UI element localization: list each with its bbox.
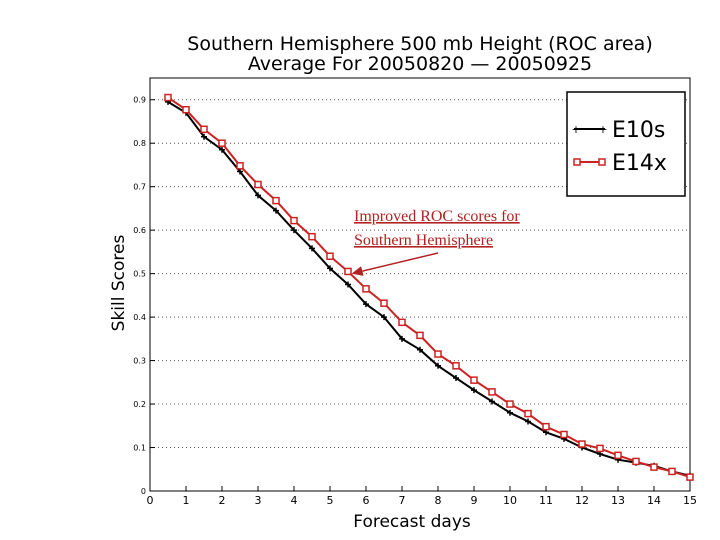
data-point-e14x	[380, 299, 388, 307]
legend-marker-e14x-end	[598, 158, 606, 166]
legend-marker-e10s: +	[571, 123, 580, 136]
data-point-e10s	[489, 398, 495, 405]
data-point-e10s	[381, 314, 387, 321]
data-point-e10s	[273, 207, 279, 214]
data-point-e14x	[524, 409, 532, 418]
y-tick-label: 0.9	[133, 96, 146, 105]
x-tick-label: 12	[575, 494, 589, 507]
data-point-e10s	[345, 281, 351, 288]
data-point-e14x	[470, 376, 478, 384]
data-point-e14x	[164, 93, 172, 102]
y-tick-label: 0.4	[133, 313, 146, 322]
data-point-e10s	[327, 265, 333, 272]
axis-ticks: 00.10.20.30.40.50.60.70.80.90 1 2 3 4 5 6 7 8 9 10…	[133, 96, 697, 507]
x-tick-label: 4	[291, 494, 298, 507]
data-point-e14x	[614, 451, 622, 460]
data-point-e14x	[542, 422, 550, 431]
data-point-e10s	[525, 418, 531, 425]
data-point-e10s	[471, 387, 477, 394]
x-tick-label: 9	[471, 494, 478, 507]
data-point-e14x	[182, 105, 190, 114]
data-point-e14x	[578, 440, 586, 448]
data-point-e10s	[309, 245, 315, 252]
x-tick-label: 7	[399, 494, 406, 507]
x-tick-label: 10	[503, 494, 517, 507]
y-tick-label: 0.2	[133, 400, 146, 409]
data-point-e14x	[200, 125, 208, 134]
data-point-e14x	[218, 139, 226, 147]
data-point-e10s	[417, 346, 423, 353]
data-point-e14x	[686, 473, 694, 481]
x-tick-label: 11	[539, 494, 553, 507]
annotation-line-1: Improved ROC scores for	[354, 208, 520, 225]
data-point-e14x	[254, 180, 262, 189]
data-point-e14x	[362, 285, 370, 293]
x-tick-label: 13	[611, 494, 625, 507]
annotation-line-2: Southern Hemisphere	[354, 232, 493, 249]
y-tick-label: 0.6	[133, 226, 146, 235]
data-point-e10s	[219, 146, 225, 153]
x-tick-label: 15	[683, 494, 697, 507]
data-point-e14x	[650, 463, 658, 471]
data-point-e14x	[560, 430, 568, 439]
y-tick-label: 0.8	[133, 139, 146, 148]
plot-frame	[149, 77, 691, 492]
data-point-e14x	[416, 331, 424, 340]
data-point-e10s	[507, 409, 513, 416]
data-point-e14x	[272, 196, 280, 205]
data-point-e14x	[308, 232, 316, 241]
series-line-e10s	[167, 101, 691, 477]
data-point-e10s	[399, 335, 405, 342]
data-point-e14x	[398, 318, 406, 327]
x-tick-label: 14	[647, 494, 661, 507]
y-tick-label: 0.5	[133, 270, 146, 279]
legend-label-e14x: E14x	[612, 151, 667, 176]
x-tick-label: 6	[363, 494, 370, 507]
data-point-e14x	[668, 467, 676, 476]
data-point-e10s	[291, 227, 297, 234]
legend: + + E10s E14x	[566, 91, 686, 197]
data-point-e10s	[255, 192, 261, 199]
series-layer	[164, 93, 694, 481]
data-point-e14x	[290, 216, 298, 225]
data-point-e14x	[326, 252, 334, 260]
data-point-e10s	[435, 362, 441, 369]
y-tick-label: 0.7	[133, 183, 146, 192]
x-tick-label: 0	[147, 494, 154, 507]
data-point-e10s	[363, 301, 369, 308]
y-tick-label: 0.3	[133, 357, 146, 366]
annotation-arrow	[362, 252, 439, 272]
data-point-e14x	[632, 457, 640, 466]
annotation-arrowhead	[351, 266, 364, 276]
chart-subtitle: Average For 20050820 — 20050925	[248, 53, 592, 75]
y-tick-label: 0.1	[133, 444, 146, 453]
x-tick-label: 5	[327, 494, 334, 507]
data-point-e14x	[434, 350, 442, 358]
legend-label-e10s: E10s	[612, 118, 665, 143]
legend-marker-e10s-end: +	[598, 123, 607, 136]
data-point-e14x	[506, 400, 514, 408]
data-point-e14x	[344, 267, 352, 276]
data-point-e14x	[236, 162, 244, 170]
x-tick-label: 3	[255, 494, 262, 507]
y-tick-label: 0	[141, 487, 146, 496]
x-axis-label: Forecast days	[353, 512, 471, 532]
chart-title: Southern Hemisphere 500 mb Height (ROC a…	[187, 33, 652, 55]
legend-marker-e14x	[573, 158, 581, 166]
data-point-e14x	[596, 444, 604, 453]
x-tick-label: 8	[435, 494, 442, 507]
y-axis-label: Skill Scores	[109, 235, 129, 332]
data-point-e14x	[452, 362, 460, 370]
x-tick-label: 2	[219, 494, 226, 507]
data-point-e10s	[453, 374, 459, 381]
data-point-e10s	[201, 133, 207, 140]
data-point-e14x	[488, 388, 496, 396]
x-tick-label: 1	[183, 494, 190, 507]
legend-box	[566, 91, 686, 197]
